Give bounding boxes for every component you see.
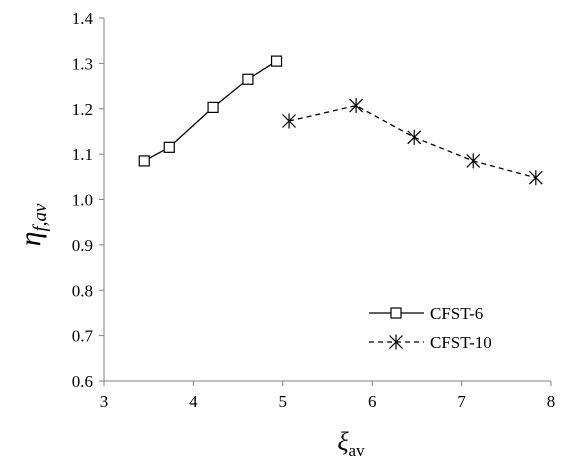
data-point-cfst-10 [466,153,481,169]
x-tick-label: 8 [547,392,556,411]
x-axis-title-subscript: av [349,441,366,460]
x-tick-label: 6 [368,392,377,411]
data-point-cfst-6 [207,101,219,113]
legend-label-cfst-6: CFST-6 [430,304,483,323]
y-tick-label: 1.1 [72,145,93,164]
x-tick-label: 3 [100,392,109,411]
legend: CFST-6 CFST-10 [369,304,492,352]
y-axis-title-symbol: η [14,232,47,247]
series-line-cfst-10 [288,104,536,179]
data-point-cfst-6 [138,155,150,167]
y-axis-title-subscript: f,av [30,203,51,232]
y-axis-ticks: 0.6 0.7 0.8 0.9 1.0 1.1 1.2 1.3 1.4 [72,9,104,391]
data-point-cfst-6 [270,55,283,67]
x-axis-ticks: 3 4 5 6 7 8 [100,381,556,411]
x-tick-label: 5 [279,392,288,411]
data-point-cfst-6 [242,73,254,85]
y-tick-label: 1.3 [72,54,93,73]
data-point-cfst-10 [349,98,364,114]
y-tick-label: 0.8 [72,281,93,300]
data-point-cfst-10 [528,170,543,186]
y-tick-label: 1.4 [72,9,94,28]
y-axis-title: ηf,av [14,203,51,246]
y-tick-label: 0.6 [72,372,93,391]
legend-marker-cfst-6 [390,307,402,319]
plot-area [138,55,543,186]
x-axis-title: ξav [337,427,365,460]
y-tick-label: 0.7 [72,327,94,346]
y-tick-label: 1.0 [72,191,93,210]
y-tick-label: 1.2 [72,100,93,119]
y-tick-label: 0.9 [72,236,93,255]
data-point-cfst-10 [282,113,296,129]
axes [103,18,551,382]
x-tick-label: 7 [457,392,466,411]
x-tick-label: 4 [189,392,198,411]
data-point-cfst-6 [163,141,175,153]
legend-label-cfst-10: CFST-10 [430,333,492,352]
data-point-cfst-10 [407,129,422,145]
legend-marker-cfst-10 [389,334,403,350]
x-axis-title-symbol: ξ [337,427,349,456]
